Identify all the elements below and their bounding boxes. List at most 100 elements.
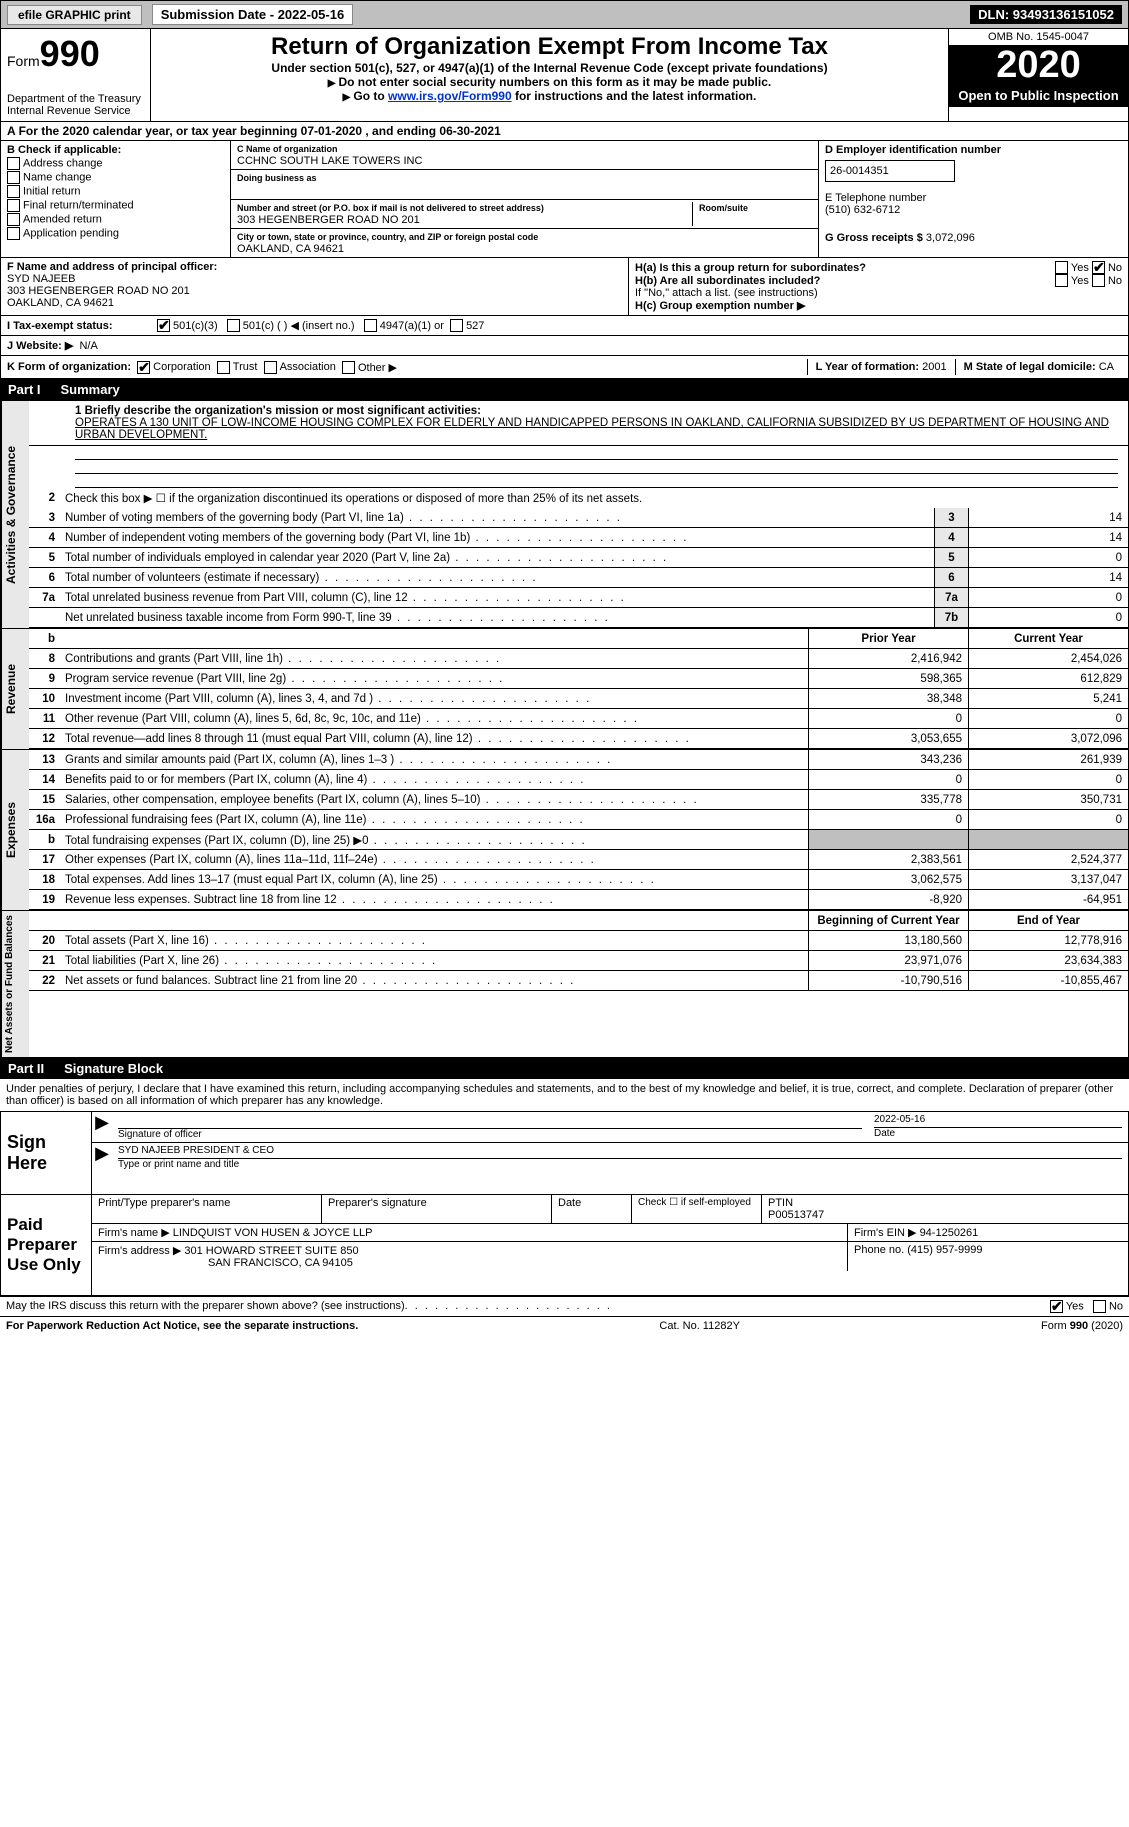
submission-date: Submission Date - 2022-05-16 (152, 4, 354, 25)
subtitle-1: Under section 501(c), 527, or 4947(a)(1)… (157, 61, 942, 75)
tax-year: 2020 (949, 46, 1128, 84)
chk-address-change[interactable]: Address change (7, 157, 224, 170)
principal-officer-row: F Name and address of principal officer:… (0, 258, 1129, 316)
top-bar: efile GRAPHIC print Submission Date - 20… (0, 0, 1129, 29)
section-m-label: M State of legal domicile: (964, 361, 1096, 373)
col-end-year: End of Year (968, 911, 1128, 930)
expenses-block: Expenses 13Grants and similar amounts pa… (0, 750, 1129, 911)
section-b-label: B Check if applicable: (7, 144, 224, 156)
netassets-vlabel: Net Assets or Fund Balances (1, 911, 29, 1057)
h-b-label: H(b) Are all subordinates included? (635, 275, 1055, 287)
summary-line: 15Salaries, other compensation, employee… (29, 790, 1128, 810)
chk-name-change[interactable]: Name change (7, 171, 224, 184)
summary-line: 5Total number of individuals employed in… (29, 548, 1128, 568)
part2-title: Signature Block (64, 1061, 163, 1076)
city-label: City or town, state or province, country… (237, 232, 538, 242)
part1-num: Part I (8, 382, 41, 397)
h-c-label: H(c) Group exemption number ▶ (635, 299, 1122, 312)
summary-line: 19Revenue less expenses. Subtract line 1… (29, 890, 1128, 910)
form-title: Return of Organization Exempt From Incom… (157, 33, 942, 61)
chk-association[interactable] (264, 361, 277, 374)
sign-here-block: Sign Here ▶ Signature of officer 2022-05… (0, 1111, 1129, 1195)
mission-block: 1 Briefly describe the organization's mi… (29, 401, 1128, 446)
section-k-label: K Form of organization: (7, 361, 131, 373)
sig-date: 2022-05-16 (874, 1114, 1122, 1125)
h-a-no[interactable] (1092, 261, 1105, 274)
discuss-no[interactable] (1093, 1300, 1106, 1313)
summary-line: 13Grants and similar amounts paid (Part … (29, 750, 1128, 770)
org-name: CCHNC SOUTH LAKE TOWERS INC (237, 155, 422, 167)
section-e-label: E Telephone number (825, 192, 1122, 204)
chk-527[interactable] (450, 319, 463, 332)
part2-header: Part II Signature Block (0, 1058, 1129, 1079)
subtitle-3: Go to www.irs.gov/Form990 for instructio… (157, 89, 942, 103)
section-g-label: G Gross receipts $ (825, 232, 923, 244)
section-f-label: F Name and address of principal officer: (7, 261, 217, 273)
section-l-label: L Year of formation: (816, 361, 920, 373)
identification-block: B Check if applicable: Address change Na… (0, 141, 1129, 258)
footer-left: For Paperwork Reduction Act Notice, see … (6, 1320, 358, 1332)
phone-label: Phone no. (854, 1244, 904, 1256)
officer-addr2: OAKLAND, CA 94621 (7, 297, 114, 309)
discuss-text: May the IRS discuss this return with the… (6, 1300, 405, 1313)
chk-initial-return[interactable]: Initial return (7, 185, 224, 198)
check-self-employed[interactable]: Check ☐ if self-employed (632, 1195, 762, 1223)
paid-preparer-label: Paid Preparer Use Only (1, 1195, 91, 1295)
summary-line: 16aProfessional fundraising fees (Part I… (29, 810, 1128, 830)
summary-line: 10Investment income (Part VIII, column (… (29, 689, 1128, 709)
h-b-no[interactable] (1092, 274, 1105, 287)
discuss-row: May the IRS discuss this return with the… (0, 1296, 1129, 1316)
prep-date-label: Date (552, 1195, 632, 1223)
chk-amended-return[interactable]: Amended return (7, 213, 224, 226)
summary-line: 20Total assets (Part X, line 16)13,180,5… (29, 931, 1128, 951)
chk-501c[interactable] (227, 319, 240, 332)
irs-link[interactable]: www.irs.gov/Form990 (388, 89, 512, 103)
open-public-label: Open to Public Inspection (949, 84, 1128, 107)
chk-application-pending[interactable]: Application pending (7, 227, 224, 240)
chk-corporation[interactable] (137, 361, 150, 374)
irs-label: Internal Revenue Service (7, 105, 144, 117)
firm-ein: 94-1250261 (920, 1227, 979, 1239)
section-j-label: J Website: ▶ (7, 339, 73, 352)
discuss-yes[interactable] (1050, 1300, 1063, 1313)
chk-trust[interactable] (217, 361, 230, 374)
h-b-yes[interactable] (1055, 274, 1068, 287)
firm-addr1: 301 HOWARD STREET SUITE 850 (184, 1245, 358, 1257)
part1-body: Activities & Governance 1 Briefly descri… (0, 400, 1129, 629)
summary-line: 18Total expenses. Add lines 13–17 (must … (29, 870, 1128, 890)
part1-header: Part I Summary (0, 379, 1129, 400)
col-beg-year: Beginning of Current Year (808, 911, 968, 930)
gross-receipts: 3,072,096 (926, 232, 975, 244)
prep-sig-label: Preparer's signature (322, 1195, 552, 1223)
tax-status-row: I Tax-exempt status: 501(c)(3) 501(c) ( … (0, 316, 1129, 336)
col-current-year: Current Year (968, 629, 1128, 648)
h-a-yes[interactable] (1055, 261, 1068, 274)
summary-line: 11Other revenue (Part VIII, column (A), … (29, 709, 1128, 729)
sign-here-label: Sign Here (1, 1112, 91, 1194)
city-state-zip: OAKLAND, CA 94621 (237, 243, 344, 255)
officer-name: SYD NAJEEB (7, 273, 75, 285)
arrow-icon: ▶ (92, 1112, 112, 1142)
efile-print-button[interactable]: efile GRAPHIC print (7, 5, 142, 25)
summary-line: 17Other expenses (Part IX, column (A), l… (29, 850, 1128, 870)
summary-line: bTotal fundraising expenses (Part IX, co… (29, 830, 1128, 850)
footer-right: Form 990 (2020) (1041, 1320, 1123, 1332)
col-prior-year: Prior Year (808, 629, 968, 648)
line2-text: Check this box ▶ ☐ if the organization d… (61, 489, 1128, 507)
chk-final-return[interactable]: Final return/terminated (7, 199, 224, 212)
expenses-vlabel: Expenses (1, 750, 29, 910)
firm-ein-label: Firm's EIN ▶ (854, 1227, 917, 1239)
chk-501c3[interactable] (157, 319, 170, 332)
chk-other[interactable] (342, 361, 355, 374)
ptin-label: PTIN (768, 1197, 793, 1209)
chk-4947[interactable] (364, 319, 377, 332)
revenue-vlabel: Revenue (1, 629, 29, 749)
footer: For Paperwork Reduction Act Notice, see … (0, 1316, 1129, 1335)
year-formation: 2001 (922, 361, 946, 373)
ptin-value: P00513747 (768, 1209, 824, 1221)
form-number: Form990 (7, 33, 144, 75)
firm-addr2: SAN FRANCISCO, CA 94105 (208, 1257, 353, 1269)
ein-value: 26-0014351 (825, 160, 955, 182)
form-org-row: K Form of organization: Corporation Trus… (0, 356, 1129, 379)
section-i-label: I Tax-exempt status: (7, 320, 157, 332)
